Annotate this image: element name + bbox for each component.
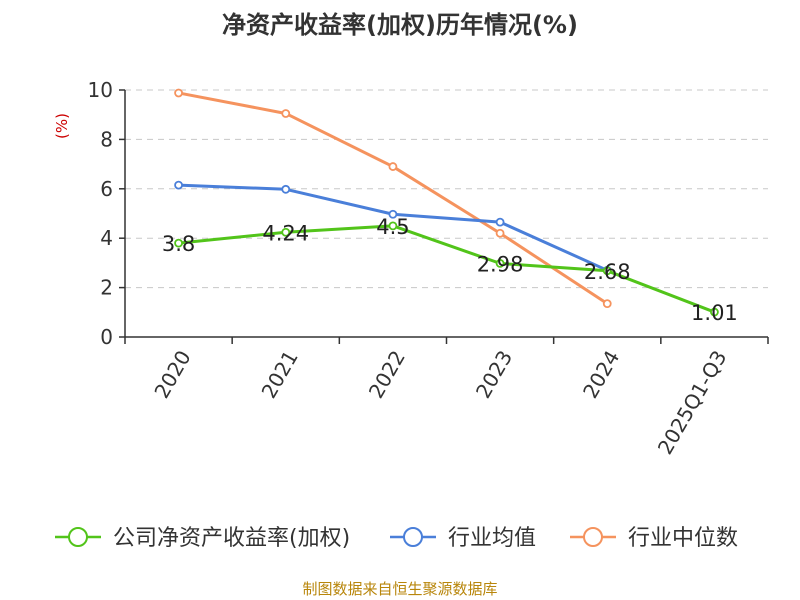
legend-label: 公司净资产收益率(加权)	[113, 526, 350, 551]
data-point[interactable]	[174, 180, 183, 190]
data-point[interactable]	[281, 109, 291, 118]
data-label: 2.68	[584, 260, 631, 284]
source-note: 制图数据来自恒生聚源数据库	[302, 580, 497, 598]
legend-label: 行业中位数	[628, 526, 738, 551]
y-tick-label: 10	[88, 78, 113, 102]
data-point[interactable]	[388, 162, 398, 171]
y-tick-label: 8	[100, 127, 113, 151]
data-point[interactable]	[602, 266, 612, 276]
data-label: 1.01	[691, 301, 738, 325]
axes: 0 2 4 6 8 10 2020 2021 2022 2023 2024 2025Q1-Q3	[88, 78, 769, 459]
legend-swatch-marker	[583, 527, 603, 547]
data-point[interactable]	[174, 88, 183, 98]
data-point[interactable]	[602, 299, 612, 309]
series-layer	[174, 88, 719, 317]
x-tick-label: 2023	[471, 346, 517, 402]
data-point[interactable]	[174, 238, 183, 248]
grid-lines	[125, 89, 768, 289]
x-tick-label: 2024	[578, 346, 624, 402]
data-label: 2.98	[477, 252, 524, 276]
legend-item[interactable]: 行业中位数	[570, 526, 738, 551]
data-point[interactable]	[495, 228, 505, 238]
x-tick-label: 2020	[149, 346, 195, 402]
data-label: 4.5	[376, 215, 409, 239]
data-point[interactable]	[281, 227, 291, 237]
data-point[interactable]	[281, 184, 291, 194]
data-label: 4.24	[262, 221, 309, 245]
data-point[interactable]	[710, 307, 719, 317]
legend-item[interactable]: 行业均值	[390, 526, 536, 551]
data-point[interactable]	[495, 217, 505, 227]
data-point[interactable]	[388, 221, 398, 231]
y-tick-label: 0	[100, 325, 113, 349]
legend-swatch-marker	[403, 527, 423, 547]
legend-swatch-marker	[68, 527, 88, 547]
series-line	[178, 91, 609, 305]
chart-title: 净资产收益率(加权)历年情况(%)	[222, 11, 578, 39]
y-axis-unit-label: (%)	[53, 113, 71, 139]
y-tick-label: 4	[100, 226, 113, 250]
series-line	[178, 224, 715, 314]
x-tick-label: 2025Q1-Q3	[653, 346, 732, 458]
legend-label: 行业均值	[448, 526, 536, 551]
data-point[interactable]	[495, 258, 505, 268]
x-tick-label: 2021	[257, 346, 303, 402]
y-tick-label: 6	[100, 177, 113, 201]
data-labels: 3.8 4.24 4.5 2.98 2.68 1.01	[162, 215, 738, 325]
legend-item[interactable]: 公司净资产收益率(加权)	[55, 526, 350, 551]
legend: 公司净资产收益率(加权) 行业均值 行业中位数	[55, 526, 738, 551]
data-label: 3.8	[162, 232, 195, 256]
x-tick-label: 2022	[364, 346, 410, 402]
data-point[interactable]	[388, 209, 398, 219]
y-tick-label: 2	[100, 276, 113, 300]
